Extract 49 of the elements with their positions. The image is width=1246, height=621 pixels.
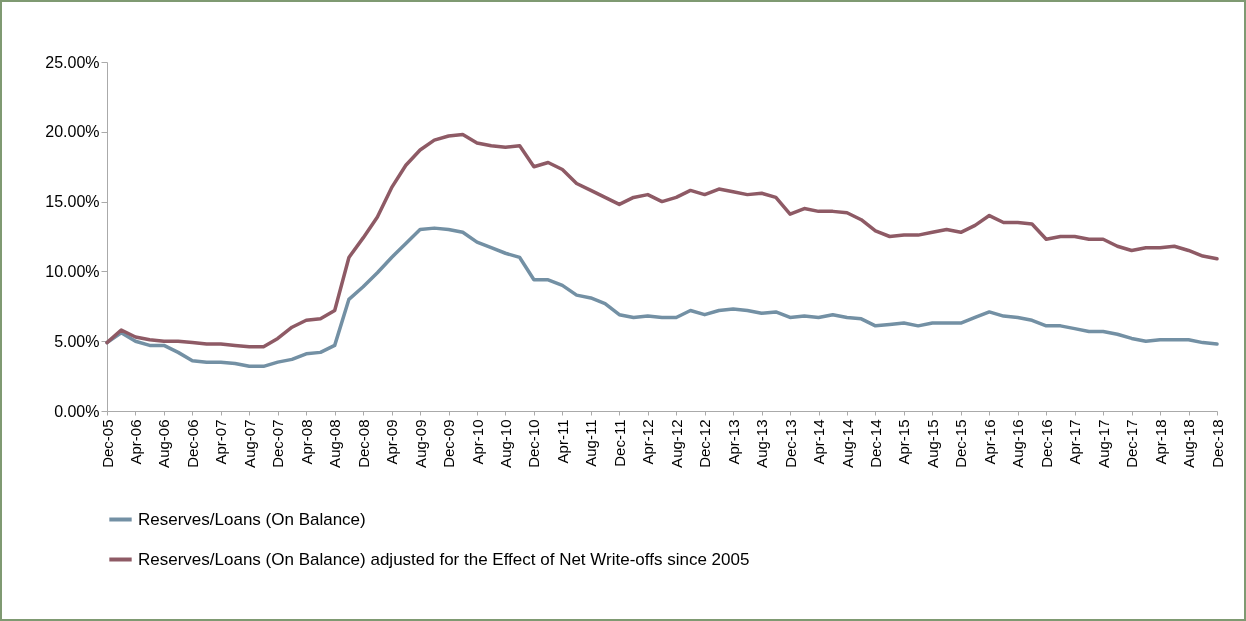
x-tick-label: Apr-11 [553,419,571,464]
x-tick-label: Dec-09 [440,419,458,468]
x-tick-label: Aug-06 [155,419,173,468]
x-tick-label: Apr-16 [980,419,998,465]
x-tick-label: Aug-09 [411,419,429,468]
x-tick-label: Apr-18 [1151,419,1169,465]
x-tick-label: Aug-18 [1180,419,1198,468]
x-tick-label: Aug-17 [1094,419,1112,468]
y-tick-label: 5.00% [54,332,100,350]
x-tick-label: Aug-12 [667,419,685,468]
x-tick-label: Dec-18 [1208,419,1226,468]
x-tick-label: Aug-13 [753,419,771,468]
x-tick-label: Apr-17 [1066,419,1084,465]
x-tick-label: Apr-10 [468,419,486,465]
y-tick-label: 10.00% [45,262,100,280]
x-tick-label: Dec-08 [354,419,372,468]
x-tick-label: Apr-06 [126,419,144,465]
x-tick-label: Apr-12 [639,419,657,465]
x-tick-label: Dec-15 [952,419,970,468]
x-tick-label: Dec-14 [866,419,884,468]
x-tick-label: Aug-07 [240,419,258,468]
x-tick-label: Aug-11 [582,419,600,467]
x-tick-label: Dec-06 [183,419,201,468]
x-tick-label: Dec-16 [1037,419,1055,468]
x-tick-label: Apr-09 [383,419,401,465]
x-tick-label: Apr-15 [895,419,913,465]
x-tick-label: Dec-05 [98,419,116,468]
y-tick-label: 20.00% [45,123,100,141]
x-tick-label: Apr-13 [724,419,742,465]
x-tick-label: Aug-16 [1009,419,1027,468]
x-tick-label: Aug-15 [923,419,941,468]
x-tick-label: Aug-08 [326,419,344,468]
x-tick-label: Apr-08 [297,419,315,465]
legend-label: Reserves/Loans (On Balance) [138,509,366,529]
x-tick-label: Dec-07 [269,419,287,468]
y-tick-label: 15.00% [45,193,100,211]
x-tick-label: Dec-12 [696,419,714,468]
x-tick-label: Dec-17 [1123,419,1141,468]
x-tick-label: Dec-13 [781,419,799,468]
legend-label: Reserves/Loans (On Balance) adjusted for the Effect of Net Write-offs since 2005 [138,549,750,569]
x-tick-label: Apr-07 [212,419,230,465]
x-tick-label: Dec-11 [610,419,628,467]
line-series [105,132,1219,349]
y-tick-label: 25.00% [45,53,100,71]
x-tick-label: Apr-14 [810,419,828,465]
x-tick-label: Aug-14 [838,419,856,468]
y-tick-label: 0.00% [54,402,100,420]
x-tick-label: Dec-10 [525,419,543,468]
x-tick-label: Aug-10 [496,419,514,468]
